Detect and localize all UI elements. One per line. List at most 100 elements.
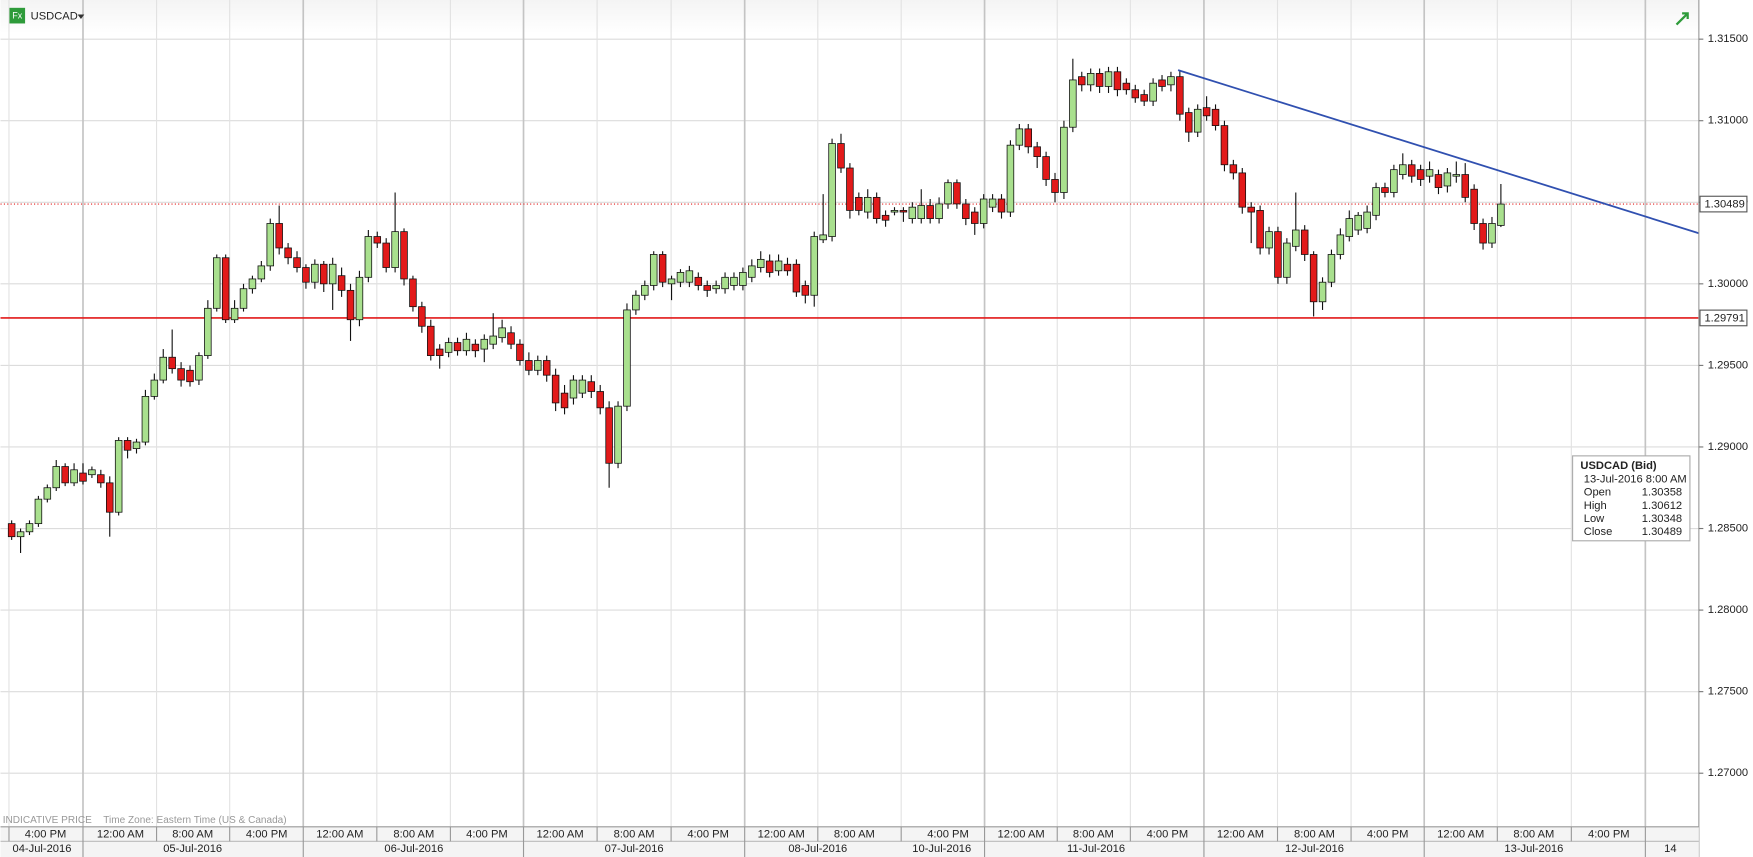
candle-body: [1425, 169, 1434, 177]
candle-body: [1131, 89, 1140, 99]
candle-body: [872, 196, 881, 219]
symbol[interactable]: USDCAD: [31, 11, 78, 23]
candle-body: [1461, 174, 1469, 198]
y-tick-label: 1.31000: [1708, 115, 1748, 127]
candle-body: [542, 360, 551, 376]
candle-body: [230, 307, 239, 321]
info-label: Open: [1584, 487, 1611, 499]
candle-body: [1443, 172, 1452, 187]
footer: INDICATIVE PRICE: [3, 815, 92, 826]
x-tick-label: 12:00 AM: [1217, 829, 1264, 841]
candle-body: [418, 306, 426, 327]
candle-body: [685, 270, 694, 283]
candle-body: [293, 257, 301, 268]
trend-line: [1177, 69, 1700, 235]
candle-body: [1113, 71, 1122, 91]
dropdown-arrow[interactable]: [77, 14, 85, 19]
candle-body: [971, 211, 979, 224]
candle-body: [1381, 187, 1389, 193]
candle-body: [623, 309, 631, 407]
candle-body: [221, 257, 230, 321]
x-tick-label: 4:00 PM: [1367, 829, 1409, 841]
candle-body: [997, 198, 1006, 213]
date-label: 05-Jul-2016: [163, 843, 222, 855]
candle-body: [819, 234, 827, 241]
date-label: 13-Jul-2016: [1504, 843, 1563, 855]
x-tick-label: 12:00 AM: [97, 829, 144, 841]
candle-body: [756, 258, 765, 268]
candle-body: [1452, 174, 1461, 177]
candle-body: [516, 343, 524, 361]
candle-body: [1069, 79, 1077, 128]
x-tick-label: 8:00 AM: [172, 829, 213, 841]
candle-body: [1372, 187, 1380, 216]
candle-body: [649, 254, 658, 286]
candle-body: [596, 391, 604, 409]
candle-body: [1095, 73, 1104, 87]
candle-body: [1176, 76, 1184, 115]
candle-body: [525, 360, 533, 371]
candle-body: [917, 205, 925, 219]
candle-body: [400, 231, 408, 280]
trend-icon[interactable]: [1675, 12, 1689, 26]
candle-body: [444, 342, 453, 353]
timezone: Time Zone: Eastern Time (US & Canada): [103, 815, 286, 826]
candle-body: [1345, 218, 1354, 237]
candle-body: [801, 285, 810, 296]
x-tick-label: 12:00 AM: [537, 829, 584, 841]
date-label: 08-Jul-2016: [788, 843, 847, 855]
info-box-frame: [1572, 455, 1691, 542]
candle-body: [213, 257, 221, 309]
y-tick-label: 1.28500: [1708, 522, 1748, 534]
candle-body: [605, 407, 613, 464]
candle-body: [1104, 71, 1113, 87]
candle-body: [391, 231, 399, 268]
candle-body: [52, 466, 60, 489]
x-tick-label: 8:00 AM: [1294, 829, 1335, 841]
y-tick-label: 1.30000: [1708, 278, 1748, 290]
candle-body: [810, 236, 818, 296]
x-tick-label: 12:00 AM: [998, 829, 1045, 841]
candle-body: [266, 223, 275, 267]
candle-body: [694, 276, 703, 286]
date-label: 12-Jul-2016: [1285, 843, 1344, 855]
candle-body: [944, 182, 952, 205]
fx-icon[interactable]: [9, 7, 26, 24]
candle-body: [676, 272, 685, 283]
y-tick-label: 1.28000: [1708, 604, 1748, 616]
candle-body: [828, 143, 836, 237]
y-tick-label: 1.27000: [1708, 767, 1748, 779]
candle-body: [765, 260, 774, 273]
candle-body: [79, 472, 87, 482]
fx-icon-text: Fx: [12, 11, 22, 21]
x-tick-label: 4:00 PM: [246, 829, 288, 841]
candle-body: [150, 379, 159, 397]
candle-body: [1336, 234, 1345, 255]
x-tick-label: 4:00 PM: [25, 829, 67, 841]
candle-body: [748, 265, 756, 278]
candle-body: [1211, 108, 1220, 126]
candle-body: [1193, 108, 1202, 133]
candle-body: [311, 263, 319, 283]
candle-body: [25, 523, 34, 533]
candle-body: [1238, 172, 1247, 208]
candle-body: [168, 356, 176, 370]
candle-body: [1300, 229, 1309, 255]
candle-body: [908, 206, 917, 219]
candle-body: [979, 198, 988, 224]
candle-body: [1283, 242, 1291, 278]
candle-body: [88, 469, 96, 476]
candle-body: [328, 263, 337, 285]
info-title: USDCAD (Bid): [1580, 460, 1657, 472]
x-tick-label: 8:00 AM: [1513, 829, 1554, 841]
price-tag-label: 1.29791: [1704, 312, 1744, 324]
candle-body: [382, 242, 390, 268]
candle-body: [195, 355, 203, 381]
candle-body: [1185, 112, 1193, 133]
y-tick-label: 1.31500: [1708, 33, 1748, 45]
candle-body: [106, 482, 114, 513]
candle-body: [1060, 126, 1068, 193]
x-tick-label: 4:00 PM: [687, 829, 729, 841]
x-tick-label: 4:00 PM: [1147, 829, 1189, 841]
